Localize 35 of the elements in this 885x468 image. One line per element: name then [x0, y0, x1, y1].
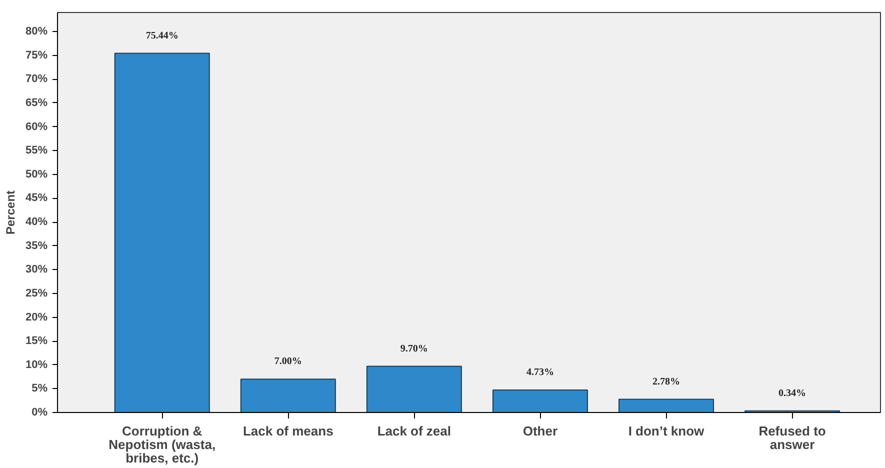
y-tick-label: 60% — [25, 120, 48, 133]
y-tick-label: 20% — [25, 311, 48, 324]
bar — [618, 398, 714, 412]
y-tick-label: 45% — [25, 192, 48, 204]
bar — [240, 378, 336, 412]
data-label: 0.34% — [778, 388, 806, 399]
data-label: 4.73% — [526, 366, 554, 378]
data-label: 2.78% — [652, 376, 680, 388]
data-label: 75.44% — [146, 30, 178, 42]
y-tick-label: 5% — [32, 382, 48, 395]
x-tick-label: Corruption & Nepotism (wasta, bribes, etc.) — [108, 424, 216, 466]
bar — [366, 366, 462, 412]
y-tick-label: 35% — [25, 240, 48, 252]
bar — [114, 52, 210, 412]
y-tick-label: 50% — [25, 168, 48, 180]
y-tick-label: 40% — [25, 216, 48, 228]
y-tick-label: 75% — [25, 49, 48, 62]
y-tick-label: 65% — [25, 96, 48, 109]
y-tick-label: 30% — [25, 264, 48, 276]
y-tick-label: 55% — [25, 144, 48, 157]
y-tick-label: 0% — [32, 406, 48, 418]
y-tick-label: 80% — [25, 26, 48, 38]
data-label: 7.00% — [274, 356, 302, 368]
y-tick-label: 70% — [25, 73, 48, 86]
x-tick-label: I don’t know — [628, 424, 706, 438]
x-tick-label: Lack of means — [242, 424, 334, 438]
data-label: 9.70% — [400, 343, 428, 354]
x-tick-label: Other — [522, 424, 558, 438]
y-tick-label: 25% — [25, 287, 48, 300]
y-axis-title: Percent — [3, 190, 18, 235]
x-tick-label: Refused to answer — [758, 424, 826, 452]
x-tick-label: Lack of zeal — [377, 424, 452, 438]
bar — [492, 389, 588, 412]
y-tick-label: 10% — [25, 358, 48, 371]
y-tick-label: 15% — [25, 335, 48, 348]
